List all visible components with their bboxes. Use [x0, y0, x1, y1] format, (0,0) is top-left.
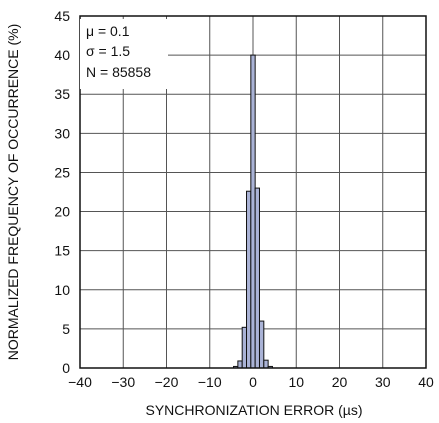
histogram-bar-3	[246, 190, 252, 369]
x-tick-label-5: 10	[288, 374, 304, 390]
y-tick-label-7: 35	[54, 86, 70, 102]
y-tick-label-2: 10	[54, 282, 70, 298]
x-axis-title: SYNCHRONIZATION ERROR (µs)	[145, 402, 362, 418]
y-tick-label-6: 30	[54, 125, 70, 141]
y-tick-label-4: 20	[54, 204, 70, 220]
stats-mean: μ = 0.1	[86, 23, 130, 39]
histogram-bar-1	[237, 360, 243, 369]
y-tick-label-1: 5	[62, 321, 70, 337]
y-tick-label-8: 40	[54, 47, 70, 63]
stats-sigma: σ = 1.5	[86, 43, 130, 59]
x-tick-label-4: 0	[249, 374, 257, 390]
histogram-bar-6	[258, 320, 265, 369]
y-tick-labels: 0 5 10 15 20 25 30 35 40 45	[54, 8, 70, 376]
x-tick-label-0: −40	[68, 374, 92, 390]
y-tick-label-9: 45	[54, 8, 70, 24]
y-tick-label-5: 25	[54, 164, 70, 180]
x-tick-label-8: 40	[418, 374, 434, 390]
x-tick-label-1: −30	[111, 374, 135, 390]
x-tick-label-2: −20	[155, 374, 179, 390]
plot-frame	[79, 15, 427, 369]
histogram-bar-4	[250, 54, 256, 369]
x-tick-labels: −40 −30 −20 −10 0 10 20 30 40	[68, 374, 434, 390]
histogram-bar-2	[241, 326, 248, 369]
stats-count: N = 85858	[86, 64, 151, 80]
y-tick-label-3: 15	[54, 243, 70, 259]
y-axis-title: NORMALIZED FREQUENCY OF OCCURRENCE (%)	[5, 24, 21, 361]
x-tick-label-6: 20	[332, 374, 348, 390]
histogram-bar-5	[254, 187, 260, 369]
x-tick-label-7: 30	[375, 374, 391, 390]
histogram-bar-7	[263, 359, 269, 369]
x-tick-label-3: −10	[198, 374, 222, 390]
y-tick-label-0: 0	[62, 360, 70, 376]
stats-box	[80, 19, 168, 89]
